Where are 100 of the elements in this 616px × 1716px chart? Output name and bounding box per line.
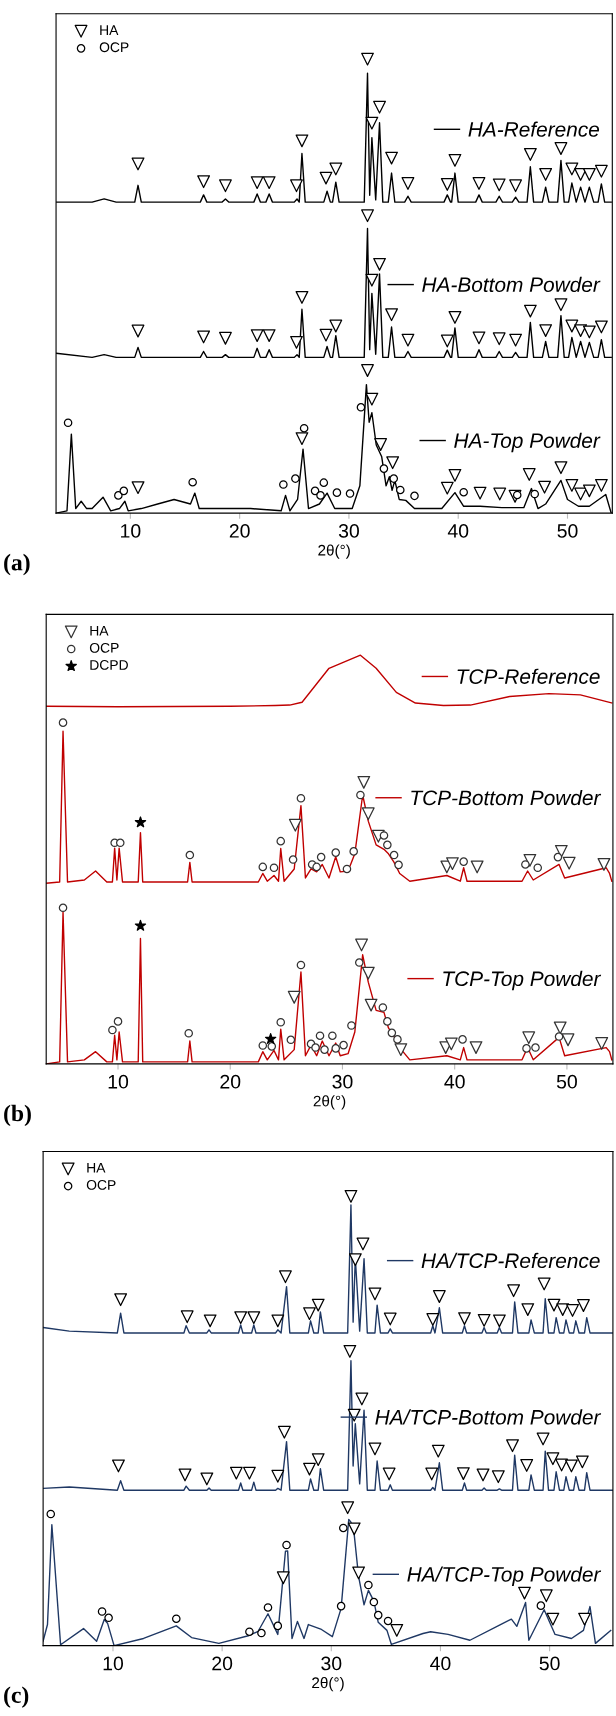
point	[361, 966, 375, 980]
point	[299, 423, 309, 433]
point	[115, 838, 125, 848]
legend-label: HA	[100, 25, 119, 35]
point	[291, 474, 300, 483]
point	[379, 464, 389, 473]
point	[288, 818, 302, 832]
point	[331, 1044, 341, 1053]
point	[389, 850, 399, 860]
point	[393, 1035, 402, 1044]
point	[395, 485, 405, 495]
point	[296, 960, 306, 970]
text: (c)	[4, 1686, 29, 1708]
point	[296, 793, 306, 803]
x-tick-label: 50	[539, 1656, 560, 1671]
legend-label: HA-Top Powder	[454, 432, 601, 453]
point	[470, 860, 484, 874]
point	[531, 1043, 540, 1052]
point	[269, 863, 279, 873]
text: (b)	[4, 1104, 31, 1127]
point	[597, 858, 611, 871]
point	[258, 1041, 268, 1050]
point	[383, 1017, 392, 1026]
point	[63, 418, 73, 428]
point	[276, 1017, 286, 1027]
point	[354, 958, 364, 967]
x-tick-label: 30	[321, 1656, 342, 1671]
point	[378, 1003, 388, 1012]
point	[188, 477, 197, 487]
legend-label: TCP-Bottom Powder	[411, 789, 602, 806]
point	[263, 1603, 273, 1612]
x-tick-label: 20	[212, 1656, 233, 1671]
legend-label: HA/TCP-Reference	[421, 1252, 600, 1269]
x-tick-label: 20	[229, 524, 250, 538]
point	[312, 862, 321, 872]
point	[336, 1601, 346, 1611]
x-axis-title: 2θ(°)	[313, 1095, 346, 1110]
x-tick-label: 40	[444, 1074, 465, 1089]
point	[184, 1028, 194, 1038]
point	[134, 816, 147, 828]
point	[387, 1028, 397, 1038]
point	[273, 1621, 283, 1631]
x-tick-label: 50	[556, 1074, 577, 1089]
x-axis-title: 2θ(°)	[312, 1676, 344, 1692]
point	[58, 718, 68, 727]
x-tick-label: 20	[220, 1074, 241, 1089]
point	[320, 1045, 329, 1054]
point	[279, 480, 288, 489]
point	[97, 1607, 107, 1616]
point	[554, 1032, 564, 1041]
point	[264, 1032, 277, 1044]
point	[554, 844, 568, 858]
point	[108, 1025, 117, 1035]
point	[553, 852, 563, 862]
legend-label: HA-Reference	[468, 121, 600, 137]
point	[316, 491, 325, 500]
x-tick-label: 10	[103, 1656, 124, 1671]
x-tick-label: 30	[332, 1074, 353, 1089]
legend-label: HA-Bottom Powder	[422, 276, 601, 293]
point	[562, 856, 576, 870]
x-tick-label: 40	[430, 1656, 451, 1671]
point	[458, 1035, 467, 1044]
point	[267, 1042, 277, 1051]
point	[361, 807, 375, 821]
point	[185, 850, 195, 860]
point	[446, 857, 459, 871]
point	[523, 853, 537, 867]
point	[328, 1031, 337, 1041]
point	[257, 1628, 266, 1638]
x-tick-label: 50	[557, 524, 578, 538]
point	[331, 848, 341, 857]
legend-label: HA	[87, 1163, 106, 1173]
legend-label: TCP-Reference	[457, 668, 600, 684]
point	[389, 474, 399, 483]
legend-label: OCP	[89, 642, 119, 653]
legend-label: OCP	[86, 1180, 116, 1190]
point	[394, 1043, 408, 1057]
point	[356, 403, 366, 412]
legend-label: HA/TCP-Bottom Powder	[375, 1409, 602, 1425]
point	[469, 1041, 483, 1055]
point	[561, 1033, 575, 1047]
point	[46, 1509, 56, 1519]
x-tick-label: 10	[121, 524, 141, 538]
point	[282, 1540, 291, 1550]
point	[316, 852, 326, 862]
point	[356, 790, 365, 800]
point	[276, 836, 286, 846]
point	[287, 990, 301, 1004]
point	[369, 1597, 379, 1607]
point	[58, 903, 68, 913]
x-tick-label: 30	[338, 524, 359, 538]
point	[444, 1037, 458, 1051]
point	[339, 1523, 348, 1533]
point	[113, 1017, 123, 1026]
point	[114, 491, 123, 500]
point	[355, 938, 368, 952]
point	[379, 831, 389, 840]
legend-label: TCP-Top Powder	[443, 970, 602, 991]
point	[373, 1610, 383, 1620]
point	[595, 1037, 609, 1050]
